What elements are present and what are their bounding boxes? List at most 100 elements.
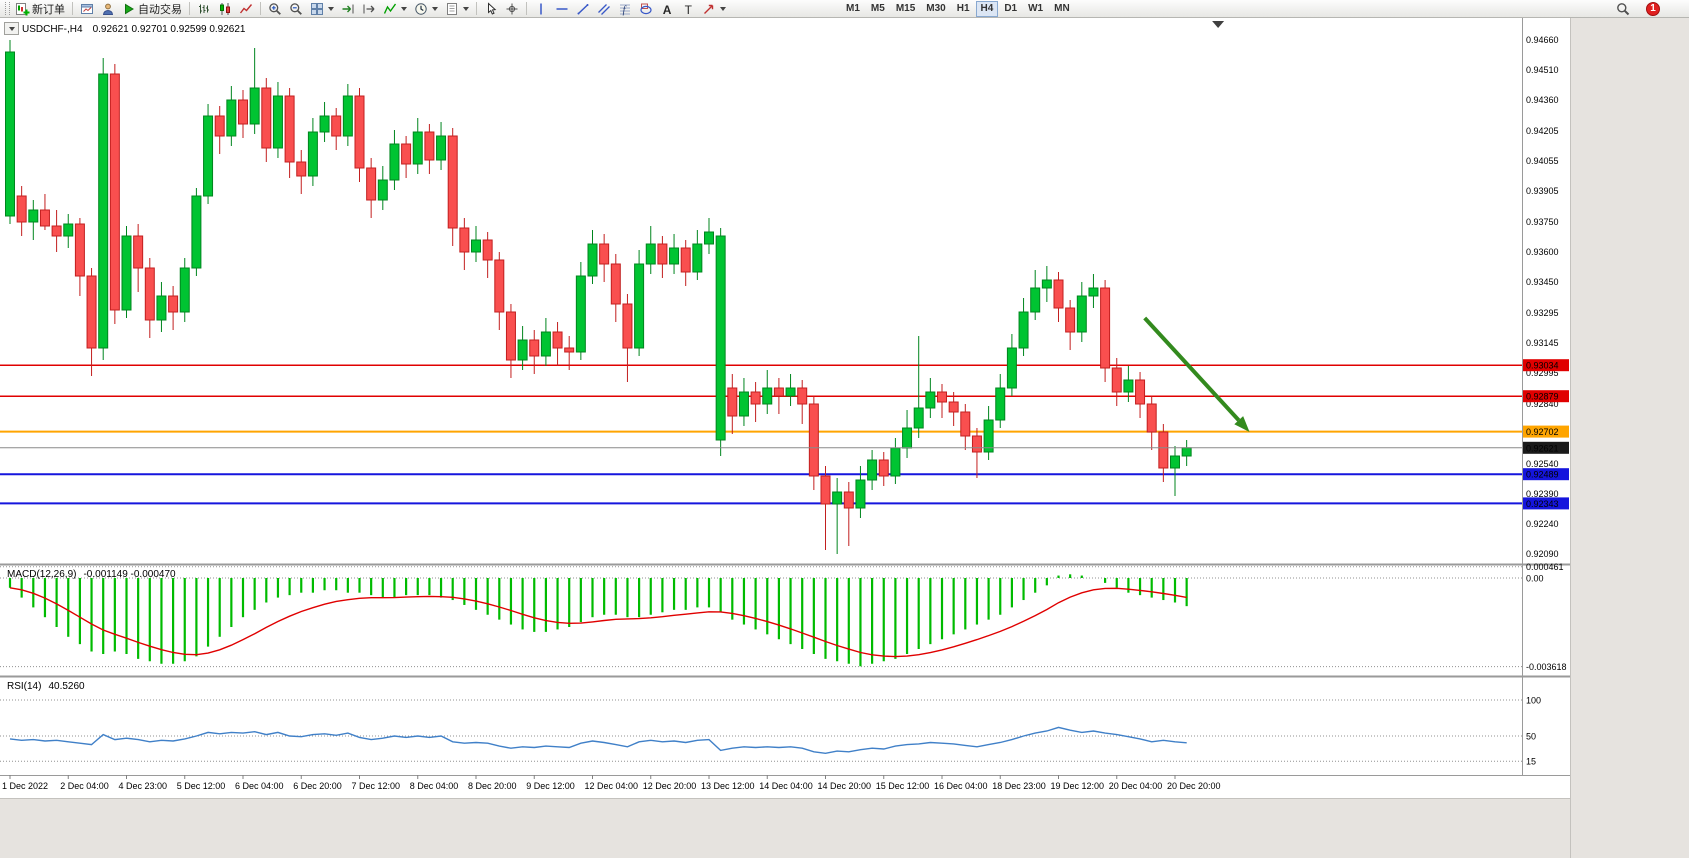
svg-text:20 Dec 04:00: 20 Dec 04:00 bbox=[1109, 781, 1163, 791]
svg-text:6 Dec 04:00: 6 Dec 04:00 bbox=[235, 781, 284, 791]
svg-text:f: f bbox=[623, 5, 627, 16]
svg-text:0.94510: 0.94510 bbox=[1526, 65, 1559, 75]
toolbar-separator bbox=[72, 2, 73, 15]
line-chart-button[interactable] bbox=[236, 1, 256, 17]
svg-text:0.92840: 0.92840 bbox=[1526, 399, 1559, 409]
text-button[interactable]: A bbox=[657, 1, 677, 17]
tile-windows-button[interactable] bbox=[307, 1, 337, 17]
timeframe-m5[interactable]: M5 bbox=[866, 1, 890, 17]
chart-shift-marker[interactable] bbox=[1212, 21, 1225, 28]
crosshair-button[interactable] bbox=[502, 1, 522, 17]
svg-text:12 Dec 20:00: 12 Dec 20:00 bbox=[643, 781, 697, 791]
equidistant-channel-button[interactable] bbox=[594, 1, 614, 17]
chart-menu-dropdown[interactable] bbox=[4, 22, 19, 35]
cursor-button[interactable] bbox=[481, 1, 501, 17]
trendline-button[interactable] bbox=[573, 1, 593, 17]
bar-chart-button[interactable] bbox=[194, 1, 214, 17]
arrow-tool-icon bbox=[704, 4, 714, 14]
chart-canvas[interactable]: 0.94660 0.94510 0.94360 0.94205 0.94055 0.939… bbox=[0, 18, 1570, 798]
horizontal-lines[interactable] bbox=[0, 364, 1522, 505]
svg-text:0.94205: 0.94205 bbox=[1526, 126, 1559, 136]
auto-scroll-button[interactable] bbox=[338, 1, 358, 17]
svg-text:20 Dec 20:00: 20 Dec 20:00 bbox=[1167, 781, 1221, 791]
play-icon bbox=[125, 3, 134, 14]
svg-text:0.92702: 0.92702 bbox=[1526, 427, 1559, 437]
auto-scroll-icon bbox=[342, 4, 354, 13]
toolbar-grip[interactable] bbox=[5, 2, 10, 15]
svg-text:7 Dec 12:00: 7 Dec 12:00 bbox=[352, 781, 401, 791]
svg-text:0.92540: 0.92540 bbox=[1526, 459, 1559, 469]
clock-icon bbox=[415, 2, 427, 15]
svg-text:0.92489: 0.92489 bbox=[1526, 470, 1559, 480]
zoom-in-icon bbox=[269, 2, 281, 15]
zoom-out-button[interactable] bbox=[286, 1, 306, 17]
chevron-down-icon bbox=[8, 26, 15, 31]
timeframe-mn[interactable]: MN bbox=[1049, 1, 1075, 17]
horizontal-line-icon bbox=[556, 7, 568, 10]
svg-text:8 Dec 04:00: 8 Dec 04:00 bbox=[410, 781, 459, 791]
zoom-out-icon bbox=[290, 2, 302, 15]
shapes-button[interactable] bbox=[636, 1, 656, 17]
label-icon: T bbox=[685, 2, 693, 15]
svg-text:15: 15 bbox=[1526, 757, 1536, 767]
svg-text:6 Dec 20:00: 6 Dec 20:00 bbox=[293, 781, 342, 791]
timeframe-m1[interactable]: M1 bbox=[841, 1, 865, 17]
chevron-down-icon bbox=[328, 6, 334, 11]
svg-text:16 Dec 04:00: 16 Dec 04:00 bbox=[934, 781, 988, 791]
horizontal-line-button[interactable] bbox=[552, 1, 572, 17]
chart-shift-button[interactable] bbox=[359, 1, 379, 17]
zoom-in-button[interactable] bbox=[265, 1, 285, 17]
svg-text:-0.003618: -0.003618 bbox=[1526, 662, 1567, 672]
trend-arrow[interactable] bbox=[1143, 316, 1250, 432]
svg-text:50: 50 bbox=[1526, 732, 1536, 742]
timeframe-d1[interactable]: D1 bbox=[999, 1, 1022, 17]
svg-text:12 Dec 04:00: 12 Dec 04:00 bbox=[585, 781, 639, 791]
search-icon bbox=[1617, 2, 1630, 15]
svg-text:19 Dec 12:00: 19 Dec 12:00 bbox=[1051, 781, 1105, 791]
chart-window[interactable]: 0.94660 0.94510 0.94360 0.94205 0.94055 0.939… bbox=[0, 18, 1570, 798]
new-order-button[interactable]: 新订单 bbox=[13, 1, 68, 17]
toolbar-separator bbox=[189, 2, 190, 15]
window-background-bottom bbox=[0, 798, 1570, 858]
svg-text:0.000461: 0.000461 bbox=[1526, 562, 1564, 572]
candlestick-chart-button[interactable] bbox=[215, 1, 235, 17]
svg-text:4 Dec 23:00: 4 Dec 23:00 bbox=[119, 781, 168, 791]
timeframe-h4[interactable]: H4 bbox=[975, 0, 999, 17]
svg-text:0.92240: 0.92240 bbox=[1526, 519, 1559, 529]
chevron-down-icon bbox=[401, 6, 407, 11]
svg-text:0.92390: 0.92390 bbox=[1526, 489, 1559, 499]
chevron-down-icon bbox=[463, 6, 469, 11]
timeframe-h1[interactable]: H1 bbox=[952, 1, 975, 17]
arrows-button[interactable] bbox=[699, 1, 729, 17]
svg-text:0.94055: 0.94055 bbox=[1526, 156, 1559, 166]
indicators-button[interactable] bbox=[380, 1, 410, 17]
svg-text:A: A bbox=[663, 2, 672, 15]
time-scale[interactable]: 1 Dec 2022 2 Dec 04:00 4 Dec 23:00 5 Dec 12… bbox=[0, 775, 1570, 791]
svg-text:13 Dec 12:00: 13 Dec 12:00 bbox=[701, 781, 755, 791]
text-label-button[interactable]: T bbox=[678, 1, 698, 17]
svg-text:18 Dec 23:00: 18 Dec 23:00 bbox=[992, 781, 1046, 791]
periods-button[interactable] bbox=[411, 1, 441, 17]
search-button[interactable] bbox=[1613, 1, 1633, 17]
vertical-line-button[interactable] bbox=[531, 1, 551, 17]
autotrading-button[interactable]: 自动交易 bbox=[119, 1, 185, 17]
svg-text:0.93295: 0.93295 bbox=[1526, 308, 1559, 318]
timeframe-w1[interactable]: W1 bbox=[1023, 1, 1048, 17]
macd-panel: 0.000461 0.00 -0.003618 bbox=[0, 562, 1567, 672]
timeframe-m15[interactable]: M15 bbox=[891, 1, 920, 17]
svg-text:0.92879: 0.92879 bbox=[1526, 392, 1559, 402]
window-background-right bbox=[1570, 18, 1689, 858]
fibonacci-button[interactable]: f bbox=[615, 1, 635, 17]
svg-text:0.00: 0.00 bbox=[1526, 574, 1544, 584]
notification-badge[interactable]: 1 bbox=[1646, 1, 1660, 16]
templates-button[interactable] bbox=[442, 1, 472, 17]
svg-text:0.93450: 0.93450 bbox=[1526, 277, 1559, 287]
candle-chart-icon bbox=[220, 2, 230, 15]
price-scale[interactable]: 0.94660 0.94510 0.94360 0.94205 0.94055 0.939… bbox=[1522, 18, 1559, 775]
svg-text:15 Dec 12:00: 15 Dec 12:00 bbox=[876, 781, 930, 791]
profiles-button[interactable] bbox=[98, 1, 118, 17]
svg-text:14 Dec 20:00: 14 Dec 20:00 bbox=[818, 781, 872, 791]
timeframe-m30[interactable]: M30 bbox=[921, 1, 950, 17]
candlestick-series bbox=[5, 40, 1192, 554]
chart-window-button[interactable] bbox=[77, 1, 97, 17]
